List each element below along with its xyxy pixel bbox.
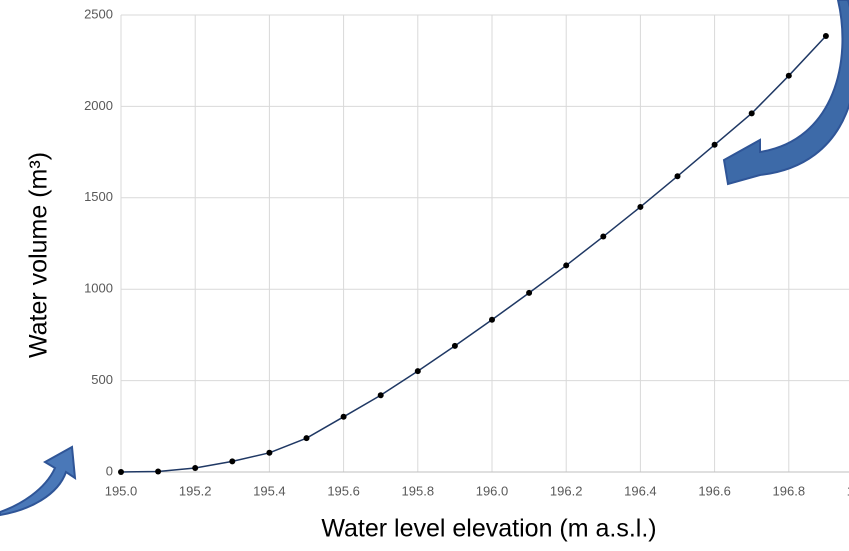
y-tick-label: 1000 [84, 281, 113, 296]
x-axis-label: Water level elevation (m a.s.l.) [321, 515, 656, 543]
data-point [600, 233, 607, 240]
data-point [266, 449, 273, 456]
x-tick-label: 197.0 [847, 483, 849, 498]
x-tick-label: 195.0 [105, 483, 138, 498]
data-point [822, 33, 829, 40]
data-point [377, 392, 384, 399]
data-point [192, 464, 199, 471]
y-axis-label: Water volume (m³) [25, 152, 53, 358]
data-point [711, 141, 718, 148]
plot-area: 0 500 1000 1500 2000 2500 195.0 195.2 195.4 195.6… [84, 6, 849, 498]
data-point [489, 316, 495, 323]
x-tick-label: 195.8 [402, 483, 435, 498]
x-tick-label: 195.4 [253, 483, 286, 498]
data-point [674, 173, 681, 180]
x-tick-label: 195.2 [179, 483, 212, 498]
data-point [637, 203, 644, 210]
x-tick-label: 196.4 [624, 483, 657, 498]
x-tick-label: 196.0 [476, 483, 509, 498]
data-point [414, 368, 421, 375]
data-point [451, 342, 458, 349]
y-tick-label: 0 [106, 463, 113, 478]
data-point [155, 468, 162, 475]
y-tick-label: 500 [91, 372, 113, 387]
decorative-arrow [0, 445, 77, 517]
x-tick-label: 195.6 [327, 483, 360, 498]
x-tick-label: 196.2 [550, 483, 583, 498]
data-point [118, 469, 124, 475]
y-tick-label: 1500 [84, 189, 113, 204]
data-line [120, 35, 827, 473]
data-point [340, 413, 347, 420]
y-tick-label: 2500 [84, 6, 113, 21]
data-point [748, 110, 755, 117]
x-tick-label: 196.6 [698, 483, 731, 498]
data-point [229, 458, 236, 465]
y-tick-label: 2000 [84, 98, 113, 113]
x-tick-label: 196.8 [773, 483, 806, 498]
data-point [563, 262, 570, 269]
data-point [785, 72, 792, 79]
data-point [303, 435, 310, 442]
data-point [526, 289, 533, 296]
decorative-arrow [722, 0, 849, 186]
